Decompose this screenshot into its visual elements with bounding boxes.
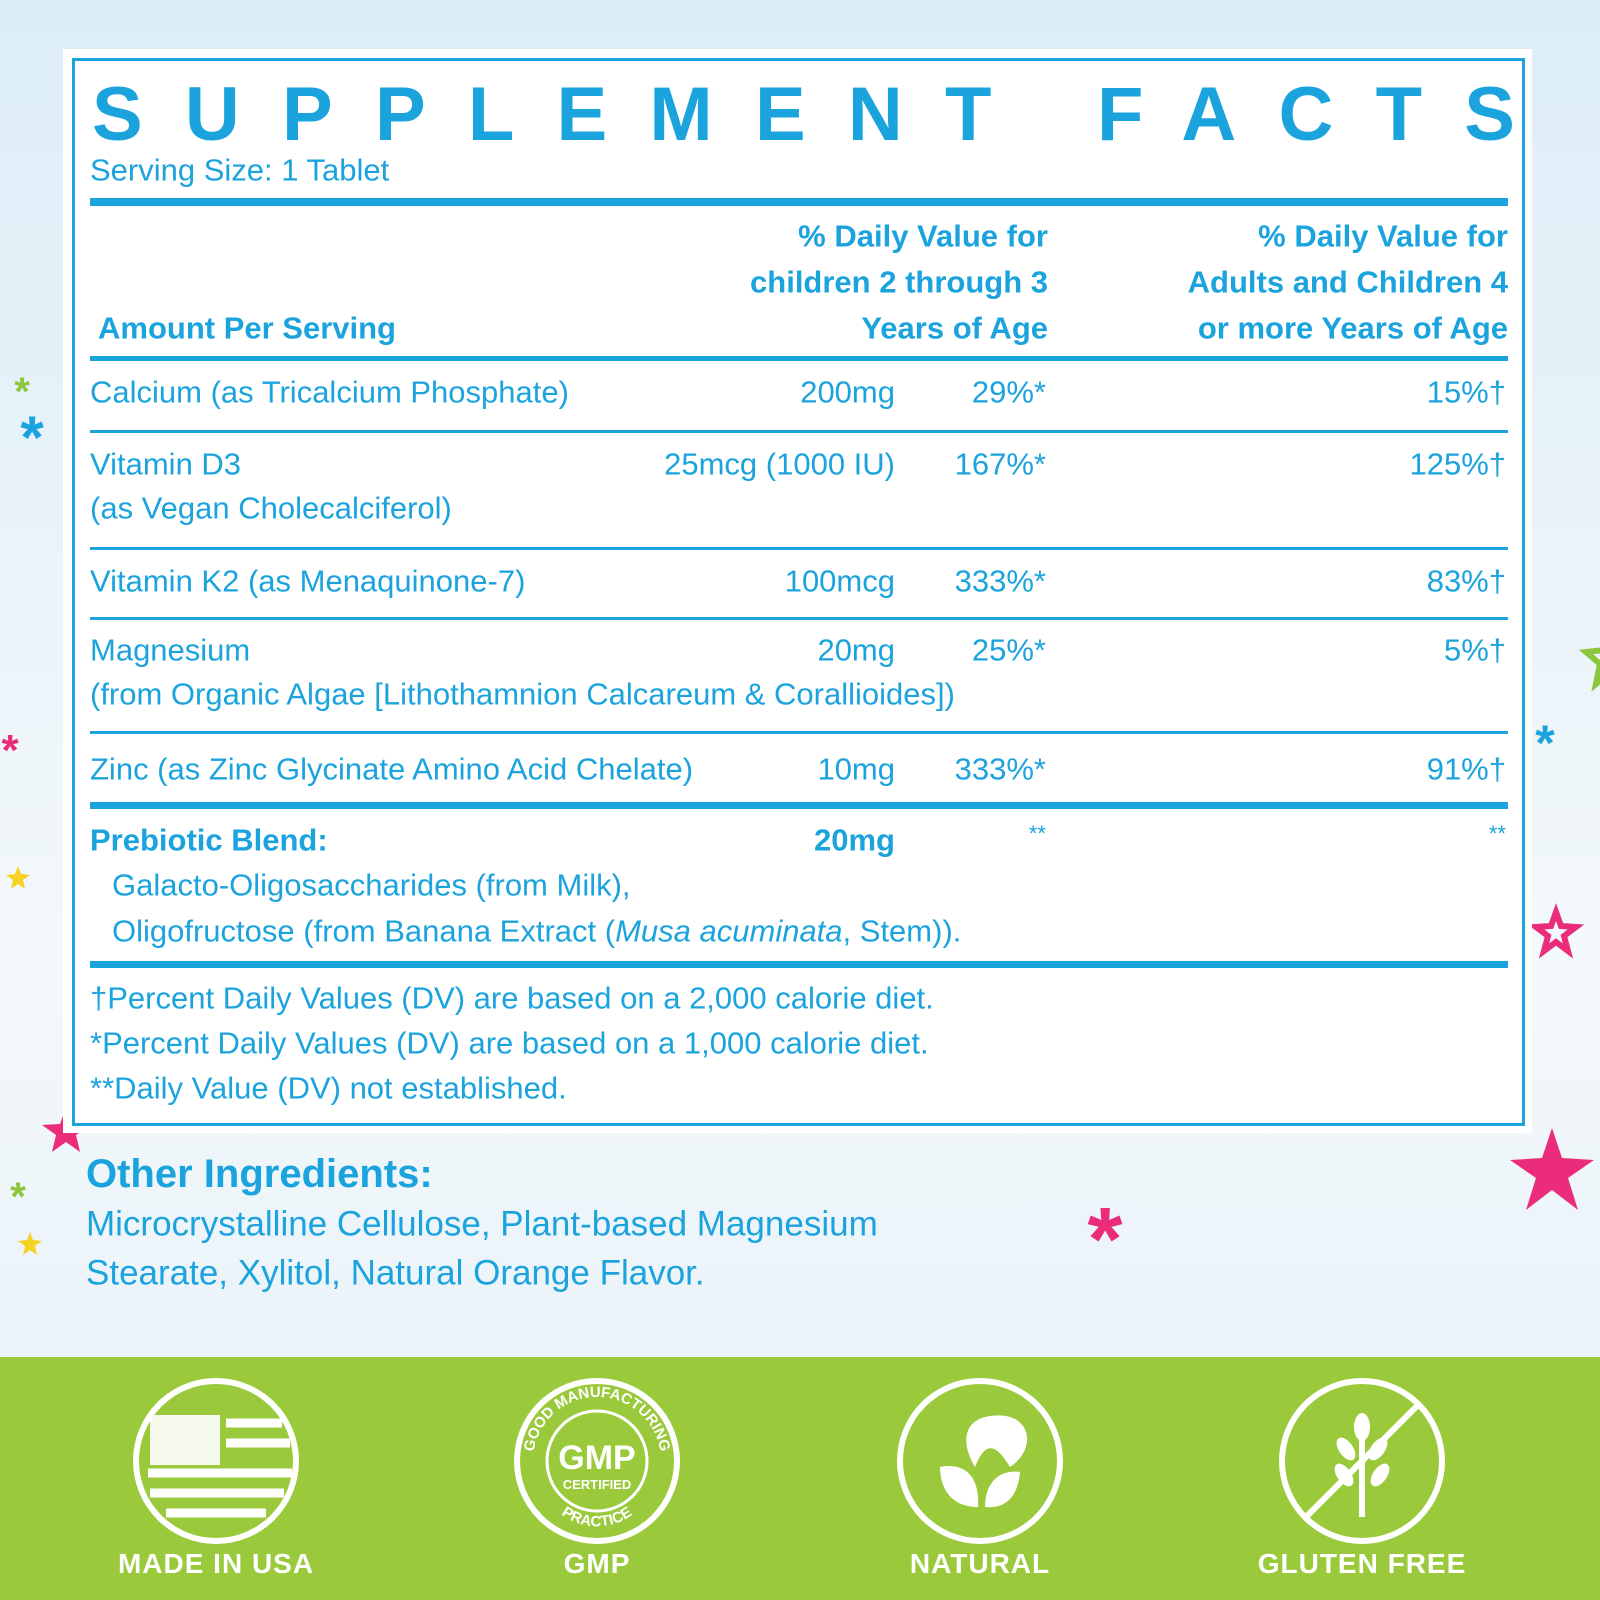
badge-icons: GOOD MANUFACTURING PRACTICE GMP CERTIFIE…: [133, 1378, 1445, 1544]
header-dv-adults: or more Years of Age: [1197, 310, 1508, 346]
dv-children: 333%*: [954, 563, 1046, 599]
badge-label: GMP: [563, 1548, 631, 1579]
panel-border: [72, 58, 1525, 1126]
dv-adults: 125%†: [1409, 446, 1506, 482]
seal-sub: CERTIFIED: [563, 1477, 632, 1492]
rule: [90, 617, 1508, 620]
prebiotic-name: Prebiotic Blend:: [90, 822, 328, 858]
svg-text:*: *: [20, 404, 44, 471]
dv-children: 25%*: [971, 632, 1046, 668]
natural-icon: [897, 1378, 1063, 1544]
dv-adults: 83%†: [1426, 563, 1506, 599]
gmp-icon: GOOD MANUFACTURING PRACTICE GMP CERTIFIE…: [514, 1378, 680, 1544]
decorations: * * * * * *: [1, 370, 1600, 1290]
footnote: †Percent Daily Values (DV) are based on …: [90, 980, 934, 1016]
svg-text:*: *: [1535, 715, 1555, 771]
badge-label: GLUTEN FREE: [1257, 1548, 1467, 1579]
header-amount: Amount Per Serving: [98, 310, 396, 346]
nutrient-name: Calcium (as Tricalcium Phosphate): [90, 374, 569, 410]
rule: [90, 731, 1508, 734]
nutrient-name: Magnesium: [90, 632, 251, 668]
svg-text:*: *: [14, 370, 30, 414]
other-ingredients: Stearate, Xylitol, Natural Orange Flavor…: [86, 1253, 705, 1293]
dv-adults: 91%†: [1426, 751, 1506, 787]
rule: [90, 198, 1508, 206]
amount: 200mg: [800, 374, 895, 410]
nutrient-source: (as Vegan Cholecalciferol): [90, 490, 452, 526]
other-ingredients-title: Other Ingredients:: [86, 1152, 433, 1196]
gluten-free-icon: [1279, 1378, 1445, 1544]
facts-panel: [63, 49, 1532, 1133]
dv-children: 29%*: [971, 374, 1046, 410]
seal-ring-bottom: PRACTICE: [559, 1504, 635, 1531]
title: SUPPLEMENT FACTS: [92, 72, 1515, 157]
latin-name: Musa acuminata: [615, 913, 843, 949]
rule: [90, 547, 1508, 550]
footnote: **Daily Value (DV) not established.: [90, 1070, 567, 1106]
footnote: *Percent Daily Values (DV) are based on …: [90, 1025, 929, 1061]
seal-center: GMP: [558, 1439, 635, 1477]
badge-label: MADE IN USA: [117, 1548, 315, 1579]
prebiotic-description: Galacto-Oligosaccharides (from Milk),: [112, 867, 631, 903]
header-dv-adults: Adults and Children 4: [1187, 264, 1508, 300]
amount: 10mg: [817, 751, 895, 787]
nutrient-name: Zinc (as Zinc Glycinate Amino Acid Chela…: [90, 751, 694, 787]
badge-label: NATURAL: [909, 1548, 1051, 1579]
serving-size: Serving Size: 1 Tablet: [90, 152, 390, 188]
header-dv-adults: % Daily Value for: [1258, 218, 1508, 254]
nutrient-source: (from Organic Algae [Lithothamnion Calca…: [90, 676, 955, 712]
rule: [90, 356, 1508, 361]
prebiotic-dv-children: **: [1028, 821, 1046, 846]
dv-children: 167%*: [954, 446, 1046, 482]
prebiotic-amount: 20mg: [814, 822, 895, 858]
dv-children: 333%*: [954, 751, 1046, 787]
amount: 100mcg: [784, 563, 895, 599]
dv-adults: 15%†: [1426, 374, 1506, 410]
rule: [90, 430, 1508, 433]
nutrient-name: Vitamin D3: [90, 446, 242, 482]
amount: 25mcg (1000 IU): [664, 446, 895, 482]
rule: [90, 802, 1508, 809]
prebiotic-dv-adults: **: [1488, 821, 1506, 846]
text: Oligofructose (from Banana Extract (: [112, 913, 616, 949]
header-dv-children: % Daily Value for: [798, 218, 1048, 254]
text: , Stem)).: [842, 913, 962, 949]
header-dv-children: children 2 through 3: [750, 264, 1048, 300]
other-ingredients: Microcrystalline Cellulose, Plant-based …: [86, 1204, 878, 1244]
stars: * * * * * *: [1, 370, 1600, 1290]
amount: 20mg: [817, 632, 895, 668]
nutrient-name: Vitamin K2 (as Menaquinone-7): [90, 563, 526, 599]
usa-icon: [133, 1378, 299, 1544]
svg-text:*: *: [1087, 1190, 1122, 1290]
svg-text:*: *: [1, 726, 19, 775]
svg-text:PRACTICE: PRACTICE: [559, 1504, 635, 1531]
prebiotic-description: Oligofructose (from Banana Extract (Musa…: [112, 916, 961, 947]
dv-adults: 5%†: [1443, 632, 1506, 668]
header-dv-children: Years of Age: [861, 310, 1048, 346]
title-svg: SUPPLEMENT FACTS: [92, 72, 1515, 157]
rule: [90, 961, 1508, 968]
svg-text:*: *: [10, 1175, 26, 1219]
